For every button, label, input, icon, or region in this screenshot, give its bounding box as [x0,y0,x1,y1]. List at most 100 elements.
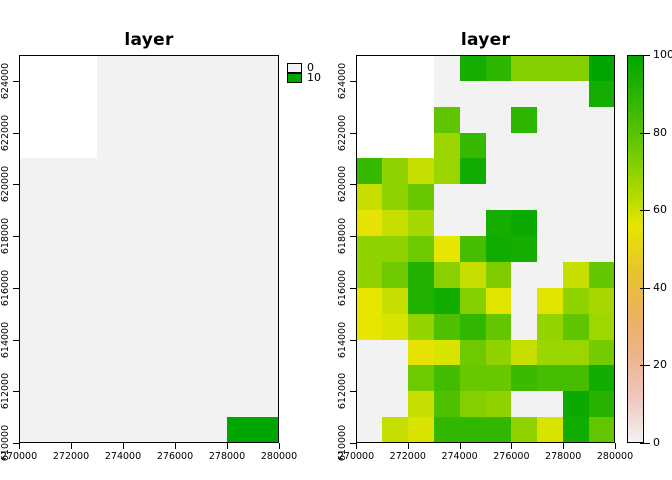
heatmap-cell [356,210,383,237]
heatmap-cell [563,80,590,108]
heatmap-cell [459,55,486,82]
heatmap-cell [97,158,124,185]
y-axis-tick-label: 622000 [0,114,11,151]
x-axis-tick-label: 270000 [0,451,38,462]
heatmap-cell [356,365,383,392]
heatmap-cell [149,261,176,289]
heatmap-cell [253,80,279,108]
heatmap-cell [433,365,461,392]
heatmap-cell [19,184,46,211]
heatmap-cell [563,391,590,418]
heatmap-cell [227,287,254,315]
heatmap-cell [381,365,409,392]
heatmap-cell [563,339,590,366]
heatmap-cell [201,287,228,315]
heatmap-cell [19,313,46,341]
heatmap-cell [407,417,435,443]
heatmap-cell [589,184,615,211]
y-axis-tick-label: 610000 [337,424,348,462]
heatmap-cell [201,106,228,134]
heatmap-cell [45,391,72,418]
y-axis-tick [350,184,356,186]
heatmap-cell [433,132,461,159]
heatmap-cell [175,313,202,341]
heatmap-cell [459,80,486,108]
heatmap-cell [175,365,202,392]
heatmap-cell [175,417,202,443]
heatmap-cell [537,313,564,341]
heatmap-cell [149,236,176,263]
heatmap-cell [45,261,72,289]
heatmap-cell [97,106,124,134]
heatmap-cell [537,184,564,211]
y-axis-tick [13,391,19,393]
heatmap-cell [356,236,383,263]
heatmap-cell [537,236,564,263]
heatmap-cell [45,158,72,185]
heatmap-cell [123,287,150,315]
heatmap-cell [459,313,486,341]
heatmap-cell [563,417,590,443]
x-axis-tick-label: 278000 [208,451,246,462]
heatmap-cell [511,80,538,108]
right-plot-title: layer [460,30,511,50]
heatmap-cell [433,339,461,366]
x-axis-tick [19,443,20,449]
x-axis-tick [407,443,409,449]
heatmap-cell [511,158,538,185]
heatmap-cell [589,417,615,443]
heatmap-cell [201,210,228,237]
heatmap-cell [433,287,461,315]
heatmap-cell [485,339,512,366]
heatmap-cell [201,236,228,263]
heatmap-cell [97,184,124,211]
heatmap-cell [71,391,98,418]
heatmap-cell [201,55,228,82]
heatmap-cell [537,365,564,392]
colorbar-tick-label: 100 [653,48,672,61]
heatmap-cell [407,261,435,289]
heatmap-cell [511,391,538,418]
colorbar-tick [640,443,650,444]
heatmap-cell [459,339,486,366]
heatmap-cell [201,80,228,108]
heatmap-cell [381,287,409,315]
heatmap-cell [563,158,590,185]
heatmap-cell [97,313,124,341]
heatmap-cell [19,339,46,366]
y-axis-tick-label: 614000 [0,321,11,358]
heatmap-cell [433,236,461,263]
heatmap-cell [433,210,461,237]
heatmap-cell [537,55,564,82]
heatmap-cell [459,106,486,134]
heatmap-cell [485,236,512,263]
heatmap-cell [356,158,383,185]
heatmap-cell [97,55,124,82]
heatmap-cell [485,184,512,211]
heatmap-cell [407,184,435,211]
heatmap-cell [227,80,254,108]
heatmap-cell [589,55,615,82]
heatmap-cell [407,339,435,366]
colorbar-tick-label: 40 [653,280,667,294]
heatmap-cell [123,55,150,82]
heatmap-cell [459,261,486,289]
heatmap-cell [175,236,202,263]
heatmap-cell [407,158,435,185]
heatmap-cell [459,184,486,211]
heatmap-cell [19,365,46,392]
heatmap-cell [563,236,590,263]
heatmap-cell [227,55,254,82]
heatmap-cell [71,339,98,366]
heatmap-cell [511,106,538,134]
heatmap-cell [459,132,486,159]
heatmap-cell [253,365,279,392]
legend-swatch [287,72,302,83]
heatmap-cell [19,287,46,315]
x-axis-tick-label: 276000 [493,451,530,462]
heatmap-cell [511,287,538,315]
heatmap-cell [45,339,72,366]
x-axis-tick [459,443,461,449]
heatmap-cell [201,313,228,341]
legend-label: 0 [307,61,314,74]
